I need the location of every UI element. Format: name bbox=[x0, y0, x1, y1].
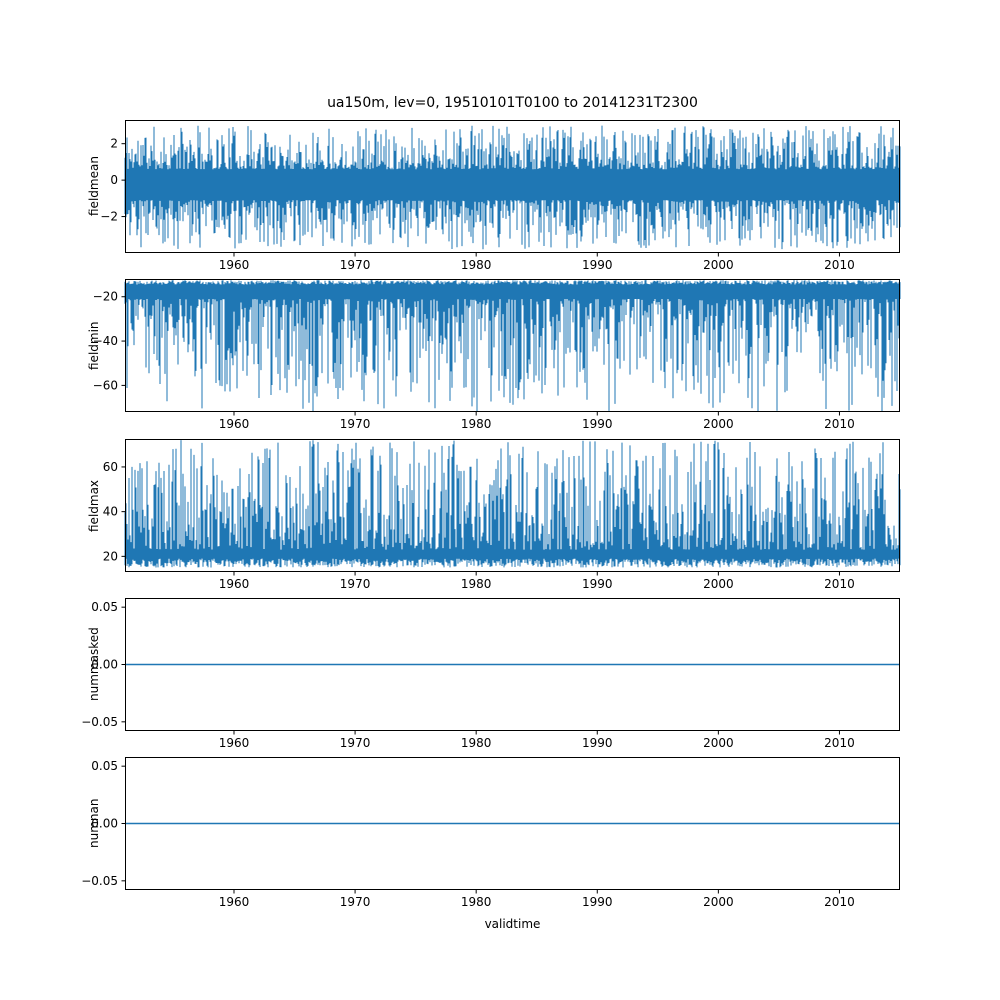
series-fieldmax bbox=[124, 440, 901, 568]
x-tick-label: 2010 bbox=[824, 577, 855, 591]
x-tick-label: 1960 bbox=[219, 577, 250, 591]
x-tick-label: 1960 bbox=[219, 258, 250, 272]
x-tick-label: 1970 bbox=[340, 417, 371, 431]
axes-spines bbox=[125, 120, 900, 253]
x-tick-label: 2000 bbox=[703, 417, 734, 431]
x-tick-label: 2010 bbox=[824, 736, 855, 750]
y-tick-label: 0.00 bbox=[91, 817, 118, 831]
x-tick-label: 1990 bbox=[582, 258, 613, 272]
x-tick-label: 1970 bbox=[340, 895, 371, 909]
plot-area-fieldmin: 1960 1970 1980 1990 2000 2010 −20 −40 −60 bbox=[93, 279, 901, 431]
subplot-fieldmax: fieldmax 1960 1970 1980 1990 2000 2010 60 40 20 bbox=[0, 439, 1000, 591]
x-tick-label: 1990 bbox=[582, 577, 613, 591]
x-tick-label: 2010 bbox=[824, 417, 855, 431]
y-tick-label: 20 bbox=[103, 549, 118, 563]
x-tick-label: 1960 bbox=[219, 417, 250, 431]
y-axis-label-fieldmax: fieldmax bbox=[87, 479, 101, 532]
x-tick-label: 1970 bbox=[340, 736, 371, 750]
y-tick-label: 0 bbox=[110, 173, 118, 187]
x-tick-label: 1960 bbox=[219, 895, 250, 909]
y-tick-label: −2 bbox=[100, 210, 118, 224]
y-tick-label: −0.05 bbox=[81, 715, 118, 729]
plot-area-fieldmax: 1960 1970 1980 1990 2000 2010 60 40 20 bbox=[103, 439, 901, 591]
subplot-numnan: numnan 1960 1970 1980 1990 2000 2010 0.05 0.00−… bbox=[0, 757, 1000, 909]
x-tick-label: 2000 bbox=[703, 258, 734, 272]
plot-area-numnan: 1960 1970 1980 1990 2000 2010 0.05 0.00 −0.05 bbox=[81, 757, 900, 909]
y-tick-label: 0.05 bbox=[91, 759, 118, 773]
plot-area-fieldmean: 1960 1970 1980 1990 2000 2010 2 0 −2 bbox=[100, 120, 901, 272]
series-fieldmean bbox=[124, 125, 901, 250]
y-tick-label: −20 bbox=[93, 290, 118, 304]
x-tick-label: 1980 bbox=[461, 258, 492, 272]
x-tick-label: 2000 bbox=[703, 577, 734, 591]
y-tick-label: 60 bbox=[103, 460, 118, 474]
y-tick-label: 0.05 bbox=[91, 600, 118, 614]
y-tick-label: −0.05 bbox=[81, 874, 118, 888]
x-tick-label: 1980 bbox=[461, 895, 492, 909]
y-axis-label-fieldmean: fieldmean bbox=[87, 156, 101, 217]
x-tick-label: 2010 bbox=[824, 258, 855, 272]
x-tick-label: 2000 bbox=[703, 736, 734, 750]
x-tick-label: 2000 bbox=[703, 895, 734, 909]
axes-spines bbox=[125, 279, 900, 412]
y-tick-label: 40 bbox=[103, 505, 118, 519]
x-tick-label: 2010 bbox=[824, 895, 855, 909]
x-tick-label: 1980 bbox=[461, 417, 492, 431]
y-tick-label: −40 bbox=[93, 334, 118, 348]
x-tick-label: 1970 bbox=[340, 258, 371, 272]
x-tick-label: 1990 bbox=[582, 895, 613, 909]
subplot-fieldmean: fieldmean 1960 1970 1980 1990 2000 2010 2 0 −2 bbox=[0, 120, 1000, 272]
x-tick-label: 1980 bbox=[461, 736, 492, 750]
series-fieldmin bbox=[124, 280, 901, 412]
axes-spines bbox=[125, 598, 900, 731]
x-tick-label: 1990 bbox=[582, 417, 613, 431]
x-tick-label: 1980 bbox=[461, 577, 492, 591]
y-tick-label: −60 bbox=[93, 378, 118, 392]
x-tick-label: 1960 bbox=[219, 736, 250, 750]
axes-spines bbox=[125, 757, 900, 890]
figure-title: ua150m, lev=0, 19510101T0100 to 20141231… bbox=[327, 95, 698, 111]
x-tick-label: 1970 bbox=[340, 577, 371, 591]
y-tick-label: 2 bbox=[110, 137, 118, 151]
subplot-fieldmin: fieldmin 1960 1970 1980 1990 2000 2010 −20 −40−… bbox=[0, 279, 1000, 431]
x-axis-label: validtime bbox=[484, 917, 541, 931]
y-tick-label: 0.00 bbox=[91, 658, 118, 672]
x-tick-label: 1990 bbox=[582, 736, 613, 750]
axes-spines bbox=[125, 439, 900, 572]
plot-area-nummasked: 1960 1970 1980 1990 2000 2010 0.05 0.00 −0.05 bbox=[81, 598, 900, 750]
subplot-nummasked: nummasked 1960 1970 1980 1990 2000 2010 0.05 0.… bbox=[0, 598, 1000, 750]
